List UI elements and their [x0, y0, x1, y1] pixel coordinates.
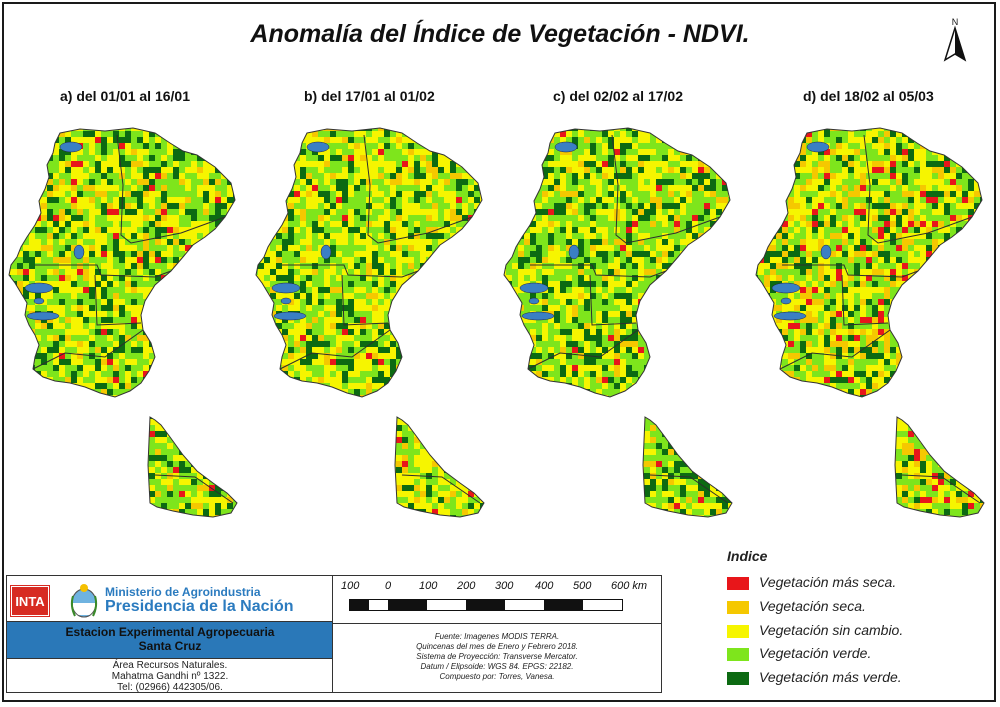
address-line: Mahatma Gandhi nº 1322.	[111, 671, 229, 682]
presidency-name: Presidencia de la Nación	[105, 598, 294, 615]
legend-swatch	[727, 625, 749, 638]
inta-logo: INTA	[10, 585, 50, 617]
ndvi-map-b	[255, 127, 485, 518]
address-block: Área Recursos Naturales. Mahatma Gandhi …	[7, 660, 333, 693]
legend-label: Vegetación más verde.	[759, 669, 902, 685]
source-block: Fuente: Imagenes MODIS TERRA. Quincenas …	[333, 632, 661, 682]
address-line: Área Recursos Naturales.	[112, 660, 228, 671]
argentina-shield-icon	[70, 584, 98, 618]
panel-label-b: b) del 17/01 al 01/02	[304, 88, 435, 104]
scale-tick: 600 km	[611, 580, 648, 592]
scale-bar	[349, 599, 623, 611]
legend-title: Indice	[727, 548, 768, 564]
ndvi-map-d	[755, 127, 985, 518]
station-banner: Estacion Experimental Agropecuaria Santa…	[7, 621, 333, 659]
legend-label: Vegetación seca.	[759, 598, 866, 614]
panel-label-c: c) del 02/02 al 17/02	[553, 88, 683, 104]
panel-label-d: d) del 18/02 al 05/03	[803, 88, 934, 104]
address-line: Tel: (02966) 442305/06.	[117, 682, 223, 693]
ndvi-map-c	[503, 127, 733, 518]
station-line-1: Estacion Experimental Agropecuaria	[65, 625, 275, 639]
scale-tick: 200	[457, 580, 476, 592]
scale-tick: 100	[419, 580, 438, 592]
legend-swatch	[727, 577, 749, 590]
scale-tick: 100	[341, 580, 360, 592]
source-line: Quincenas del mes de Enero y Febrero 201…	[416, 642, 578, 651]
north-arrow-icon: N	[943, 17, 967, 62]
legend-swatch	[727, 672, 749, 685]
scale-tick: 300	[495, 580, 514, 592]
source-line: Compuesto por: Torres, Vanesa.	[439, 672, 555, 681]
source-line: Fuente: Imagenes MODIS TERRA.	[434, 632, 560, 641]
panel-label-a: a) del 01/01 al 16/01	[60, 88, 190, 104]
legend-swatch	[727, 648, 749, 661]
ndvi-map-a	[8, 127, 238, 518]
legend-label: Vegetación más seca.	[759, 574, 897, 590]
map-title: Anomalía del Índice de Vegetación - NDVI…	[250, 20, 750, 48]
north-label: N	[952, 17, 959, 27]
source-line: Sistema de Proyección: Transverse Mercat…	[416, 652, 578, 661]
legend-label: Vegetación sin cambio.	[759, 622, 904, 638]
ministry-name: Ministerio de Agroindustria	[105, 585, 261, 599]
scale-tick: 500	[573, 580, 592, 592]
source-line: Datum / Elipsoide: WGS 84. EPGS: 22182.	[420, 662, 574, 671]
institution-box: INTA Ministerio de Agroindustria Preside…	[6, 575, 334, 693]
divider	[333, 623, 661, 624]
legend-swatch	[727, 601, 749, 614]
legend-label: Vegetación verde.	[759, 645, 872, 661]
scale-tick: 0	[385, 580, 392, 592]
scale-source-box: 100 0 100 200 300 400 500 600 km Fuente:…	[332, 575, 662, 693]
station-line-2: Santa Cruz	[138, 639, 202, 653]
scale-tick: 400	[535, 580, 554, 592]
